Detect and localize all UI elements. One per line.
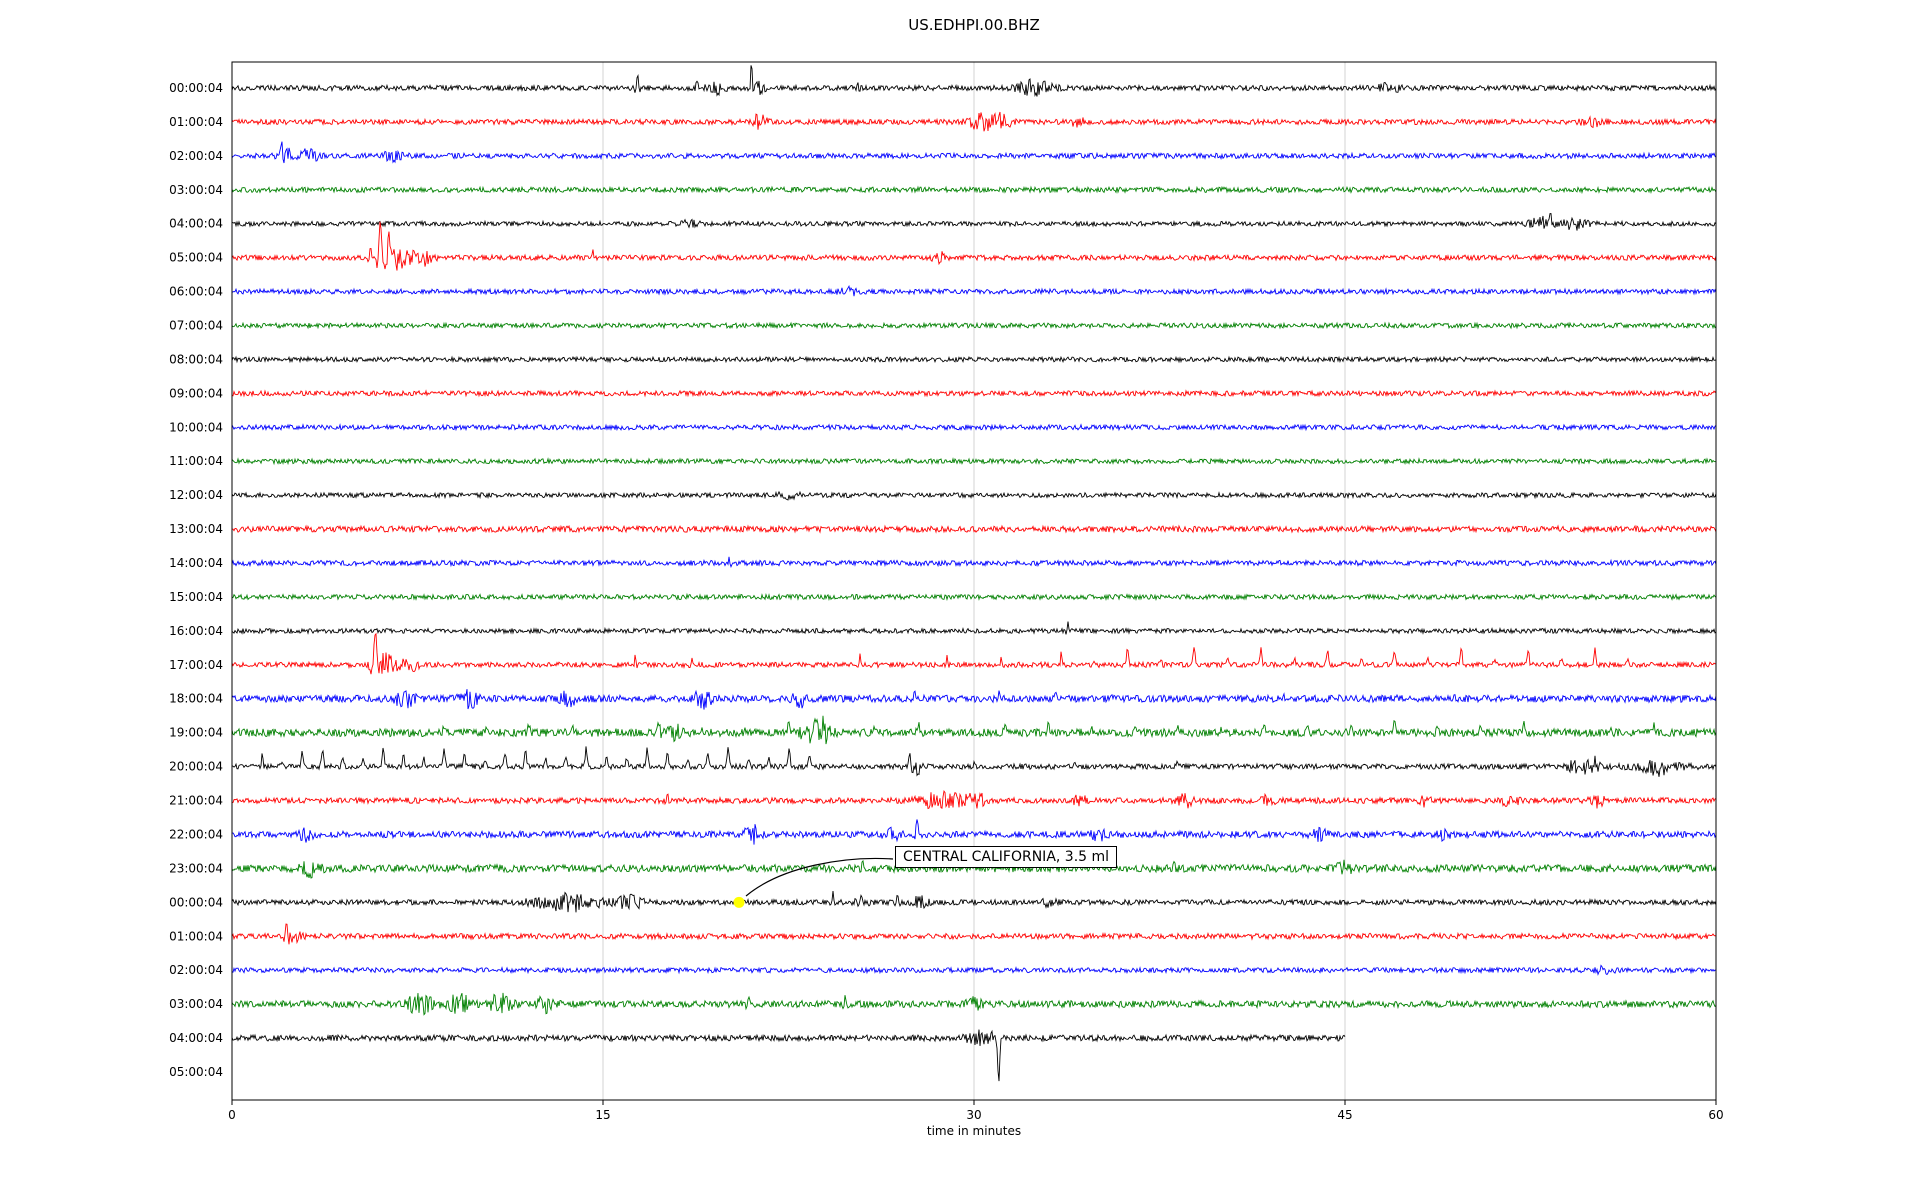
figure-title: US.EDHPI.00.BHZ	[908, 16, 1040, 34]
x-tick-label: 0	[228, 1108, 236, 1122]
row-label: 07:00:04	[169, 319, 223, 333]
seismogram-trace	[231, 457, 1717, 466]
row-label: 01:00:04	[169, 929, 223, 943]
seismogram-trace	[231, 111, 1717, 132]
row-label: 04:00:04	[169, 1031, 223, 1045]
seismogram-trace	[231, 789, 1717, 810]
row-label: 22:00:04	[169, 827, 223, 841]
row-label: 00:00:04	[169, 81, 223, 95]
row-label: 03:00:04	[169, 997, 223, 1011]
seismogram-trace	[231, 141, 1717, 164]
row-label: 04:00:04	[169, 217, 223, 231]
row-label: 02:00:04	[169, 963, 223, 977]
seismogram-trace	[231, 213, 1717, 231]
row-label: 06:00:04	[169, 285, 223, 299]
seismogram-trace	[231, 221, 1717, 271]
row-label: 13:00:04	[169, 522, 223, 536]
seismogram-trace	[231, 819, 1717, 845]
annotation-label: CENTRAL CALIFORNIA, 3.5 ml	[895, 846, 1118, 868]
row-label: 17:00:04	[169, 658, 223, 672]
row-label: 23:00:04	[169, 861, 223, 875]
seismogram-trace	[231, 689, 1717, 710]
seismogram-trace	[231, 65, 1717, 98]
row-label: 14:00:04	[169, 556, 223, 570]
seismogram-trace	[231, 890, 1717, 913]
annotation-arrow	[745, 857, 894, 897]
row-label: 02:00:04	[169, 149, 223, 163]
event-marker	[733, 896, 745, 908]
row-label: 08:00:04	[169, 352, 223, 366]
row-label: 09:00:04	[169, 386, 223, 400]
seismogram-trace	[231, 746, 1717, 777]
row-label: 05:00:04	[169, 1065, 223, 1079]
seismogram-trace	[231, 715, 1717, 745]
row-label: 03:00:04	[169, 183, 223, 197]
x-axis-label: time in minutes	[926, 1124, 1022, 1138]
row-label: 16:00:04	[169, 624, 223, 638]
x-tick-label: 15	[595, 1108, 610, 1122]
row-label: 05:00:04	[169, 251, 223, 265]
row-label: 11:00:04	[169, 454, 223, 468]
seismogram-trace	[231, 923, 1717, 945]
row-label: 19:00:04	[169, 726, 223, 740]
row-label: 18:00:04	[169, 692, 223, 706]
x-tick-label: 30	[966, 1108, 981, 1122]
row-label: 10:00:04	[169, 420, 223, 434]
seismogram-trace	[231, 423, 1717, 432]
seismogram-trace	[231, 284, 1717, 297]
row-label: 00:00:04	[169, 895, 223, 909]
x-tick-label: 45	[1337, 1108, 1352, 1122]
seismogram-trace	[231, 621, 1717, 635]
seismogram-trace	[231, 592, 1717, 602]
row-label: 01:00:04	[169, 115, 223, 129]
seismogram-trace	[231, 964, 1717, 976]
seismogram-trace	[231, 321, 1717, 330]
seismogram-trace	[231, 556, 1717, 568]
seismogram-trace	[231, 632, 1717, 675]
row-label: 12:00:04	[169, 488, 223, 502]
seismogram-trace	[231, 524, 1717, 534]
seismogram-trace	[231, 185, 1717, 195]
seismogram-trace	[231, 490, 1717, 501]
seismogram-trace	[231, 992, 1717, 1016]
row-label: 21:00:04	[169, 794, 223, 808]
seismogram-trace	[231, 389, 1717, 398]
row-label: 15:00:04	[169, 590, 223, 604]
x-tick-label: 60	[1708, 1108, 1723, 1122]
row-label: 20:00:04	[169, 760, 223, 774]
seismogram-trace	[231, 1029, 1346, 1082]
seismogram-trace	[231, 355, 1717, 364]
